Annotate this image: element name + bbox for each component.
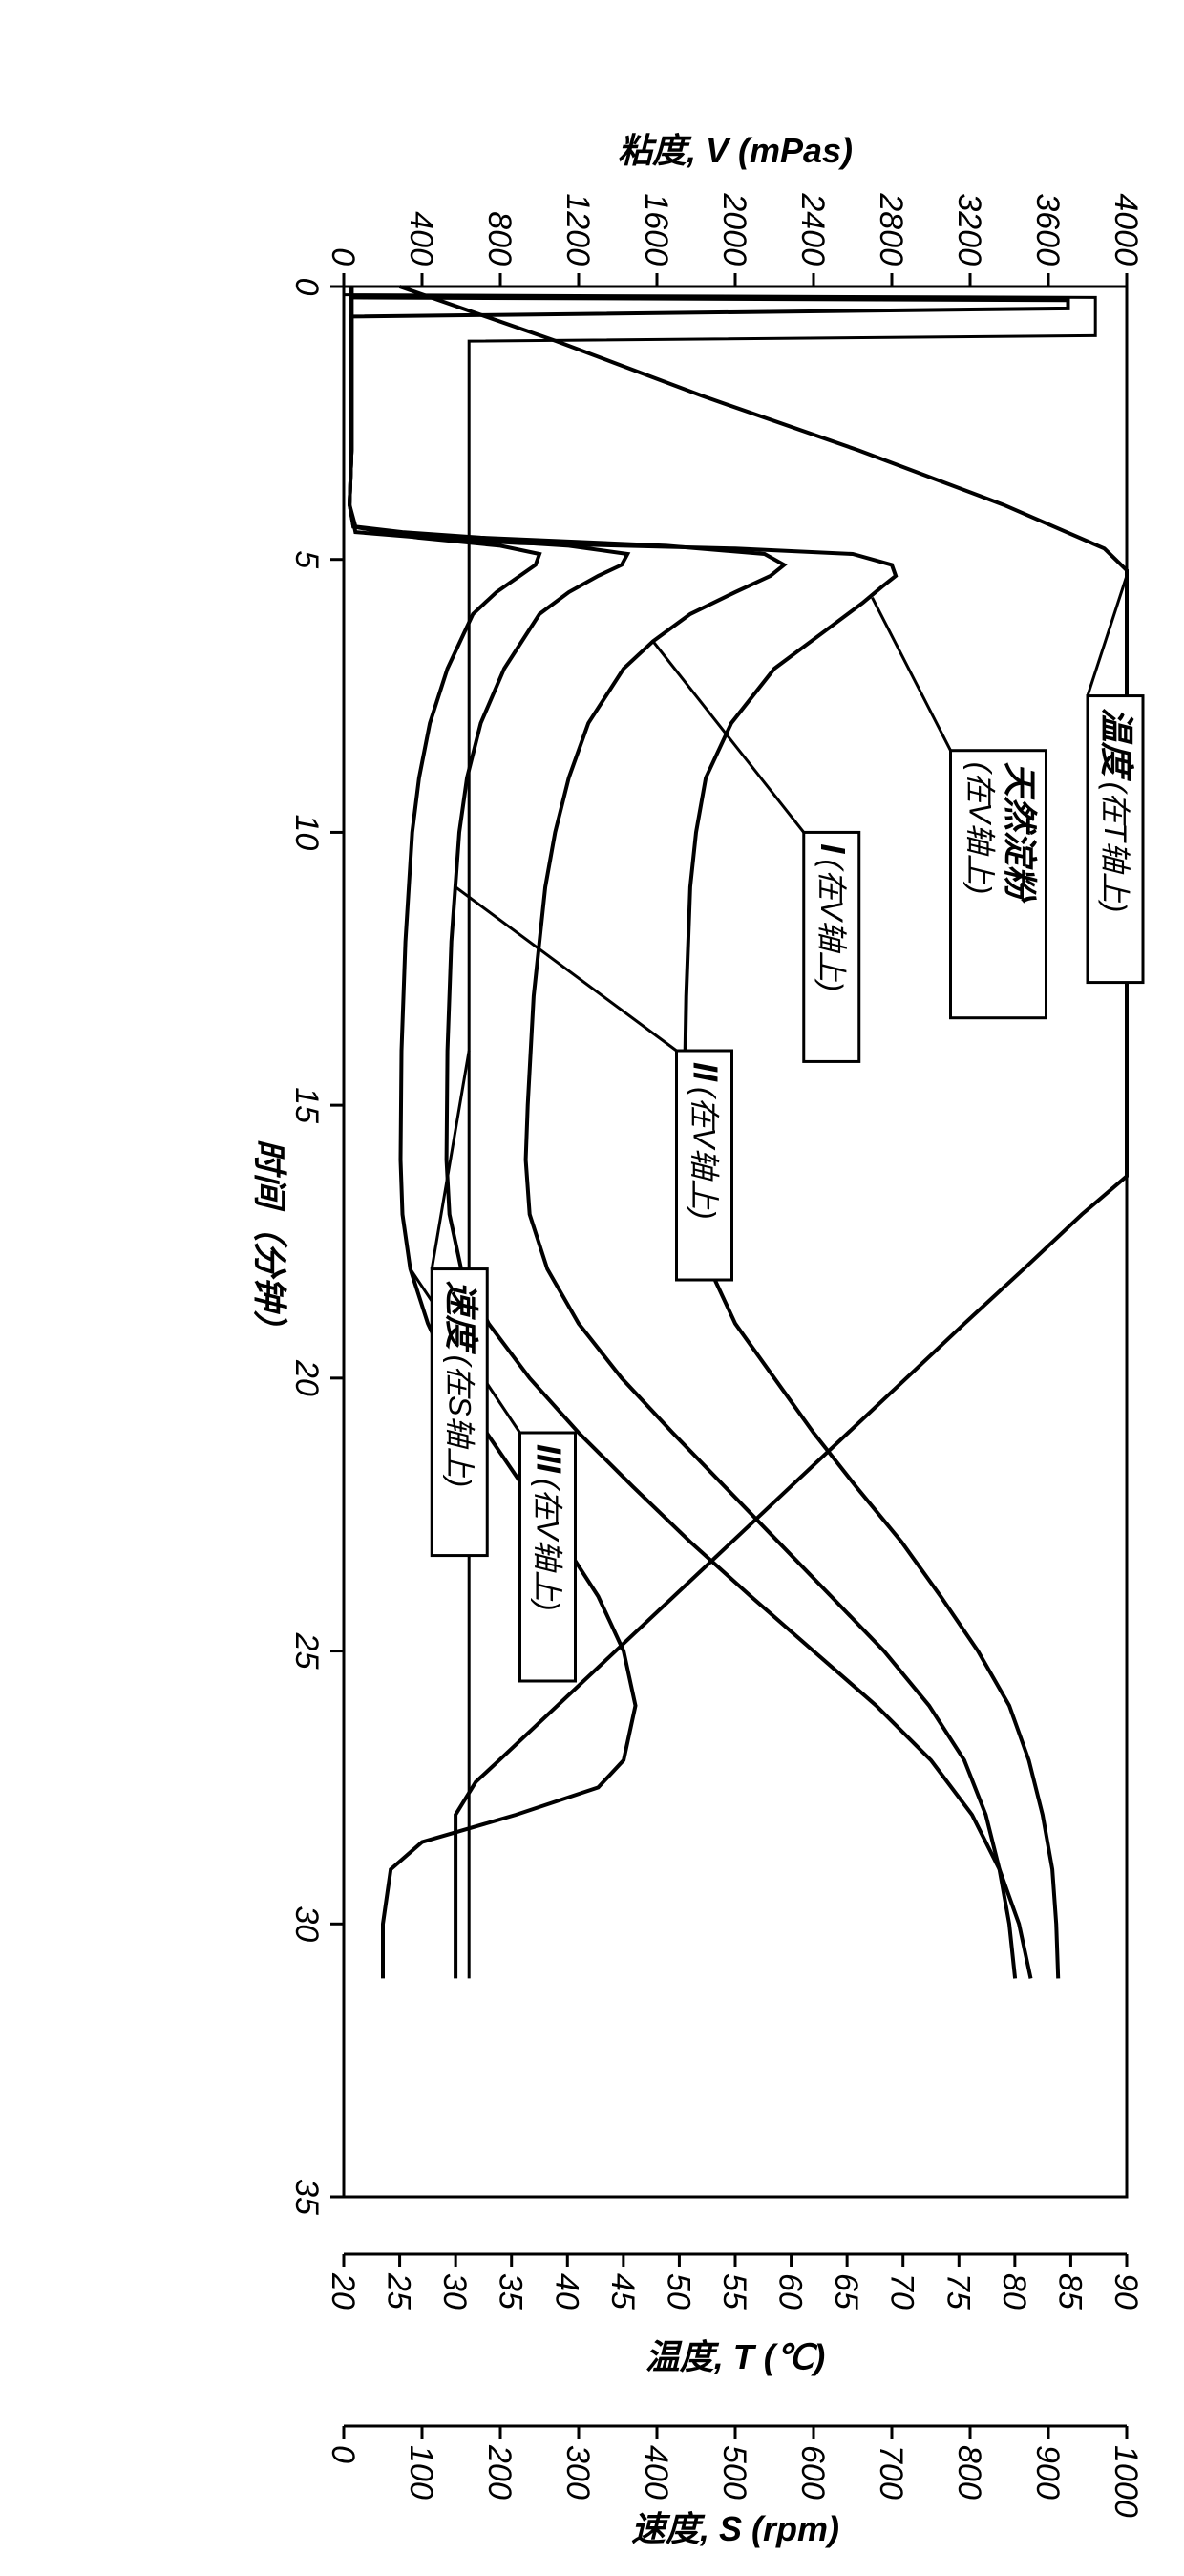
y-axis-ticks-viscosity: 0 400 800 1200 1600 2000 2400 2800 3200 3600 4000 [325,192,1144,287]
svg-text:30: 30 [288,1905,325,1942]
svg-text:3200: 3200 [951,193,987,266]
y-axis-label-temperature: 温度, T (℃) [645,2337,825,2376]
x-axis-label: 时间（分钟） [250,1139,289,1345]
svg-text:75: 75 [940,2273,976,2310]
y-axis-ticks-temperature: 20 25 30 35 40 45 50 55 60 65 70 75 80 85 90 [325,2254,1144,2310]
svg-text:20: 20 [288,1359,325,1396]
svg-text:400: 400 [403,211,439,266]
svg-text:90: 90 [1108,2273,1144,2310]
svg-text:40: 40 [548,2273,584,2310]
svg-text:100: 100 [403,2445,439,2500]
chart-svg: 05101520253035 0400800120016002000240028… [0,0,1184,2576]
svg-text:0: 0 [325,247,361,266]
svg-text:35: 35 [493,2273,529,2310]
svg-text:0: 0 [288,278,325,296]
svg-text:800: 800 [951,2445,987,2500]
svg-text:900: 900 [1029,2445,1066,2500]
label-text-speed: 速度(在S轴上) [441,1281,480,1488]
label-text-III: III(在V轴上) [530,1444,569,1611]
svg-text:2800: 2800 [873,192,909,266]
label-text-temp: 温度(在T轴上) [1097,708,1136,913]
svg-text:4000: 4000 [1108,193,1144,266]
svg-text:25: 25 [381,2272,417,2310]
svg-text:35: 35 [288,2179,325,2215]
svg-text:3600: 3600 [1029,193,1066,266]
svg-text:70: 70 [884,2273,920,2310]
y-axis-label-speed: 速度, S (rpm) [631,2509,839,2548]
svg-text:10: 10 [288,815,325,851]
svg-text:80: 80 [996,2273,1032,2310]
svg-text:700: 700 [873,2445,909,2500]
svg-text:60: 60 [772,2273,809,2310]
svg-text:300: 300 [560,2445,596,2500]
svg-text:50: 50 [660,2273,696,2310]
svg-text:85: 85 [1051,2273,1088,2310]
label-text-native: 天然淀粉 [1001,762,1040,904]
svg-text:25: 25 [288,1632,325,1670]
svg-text:2000: 2000 [716,192,752,266]
svg-text:800: 800 [481,211,518,266]
label-text-I: I(在V轴上) [814,843,853,991]
svg-text:600: 600 [794,2445,831,2500]
svg-text:200: 200 [481,2444,518,2500]
y-axis-label-viscosity: 粘度, V (mPas) [618,131,853,170]
svg-text:1600: 1600 [638,193,674,266]
curve-labels: 温度(在T轴上)天然淀粉(在V轴上)I(在V轴上)II(在V轴上)III(在V轴… [411,576,1143,1681]
svg-text:400: 400 [638,2445,674,2500]
label-sub-native: (在V轴上) [963,762,998,895]
svg-text:2400: 2400 [794,192,831,266]
svg-text:500: 500 [716,2445,752,2500]
svg-text:30: 30 [436,2273,473,2310]
y-axis-ticks-speed: 0 100 200 300 400 500 600 700 800 900 1000 [325,2426,1144,2518]
svg-text:45: 45 [604,2273,641,2310]
svg-text:55: 55 [716,2273,752,2310]
svg-text:1000: 1000 [1108,2445,1144,2518]
svg-text:5: 5 [288,550,325,568]
svg-text:0: 0 [325,2445,361,2463]
plot-area [344,287,1127,2197]
svg-text:1200: 1200 [560,193,596,266]
svg-text:15: 15 [288,1087,325,1123]
svg-text:20: 20 [325,2272,361,2310]
x-axis-ticks: 0 5 10 15 20 25 30 35 [288,278,344,2215]
svg-text:65: 65 [828,2273,864,2310]
series-group [344,287,1127,1978]
